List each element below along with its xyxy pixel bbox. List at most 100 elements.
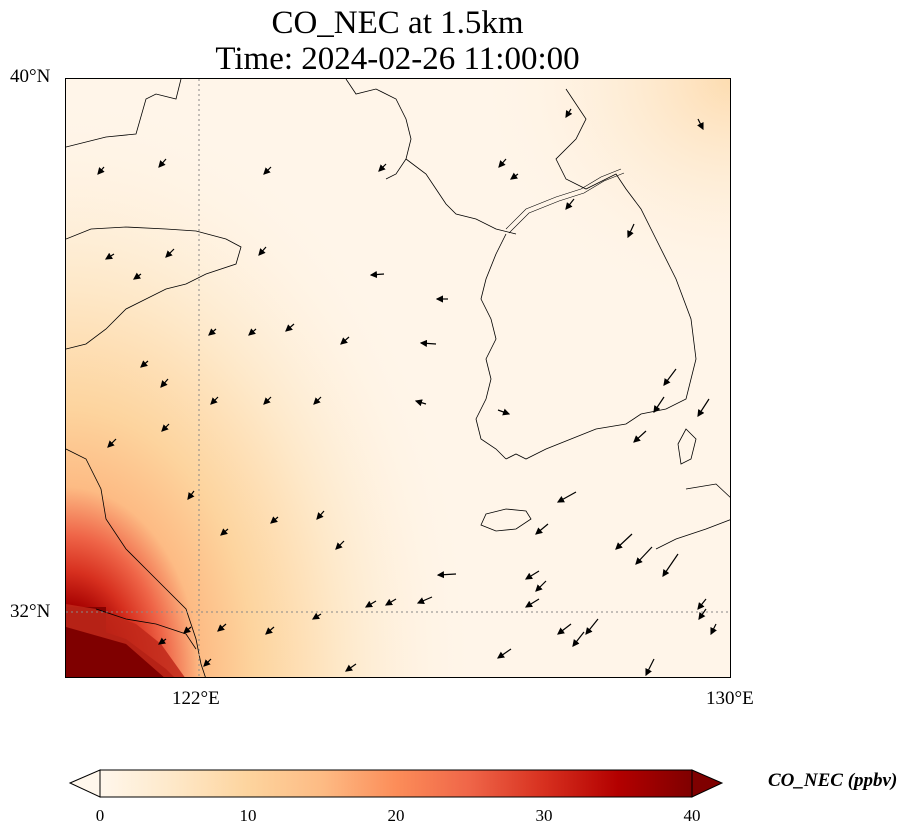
wind-arrow xyxy=(419,339,437,347)
border-line-2 xyxy=(508,172,625,234)
wind-arrow xyxy=(187,490,195,500)
wind-arrow xyxy=(384,598,397,606)
wind-arrow xyxy=(510,172,519,180)
colorbar-ramp xyxy=(99,769,693,798)
coast-jeju xyxy=(480,508,532,532)
coast-liaodong-west xyxy=(345,79,412,180)
coast-kyushu-north xyxy=(685,483,730,498)
wind-arrow xyxy=(572,631,585,647)
wind-arrow xyxy=(316,510,325,520)
wind-arrow xyxy=(653,396,665,413)
wind-arrow xyxy=(258,246,267,256)
wind-arrow xyxy=(585,618,599,635)
lon-tick-130e: 130°E xyxy=(706,688,754,709)
colorbar-label: CO_NEC (ppbv) xyxy=(768,770,898,791)
colorbar-extend-high xyxy=(691,769,724,798)
wind-arrow xyxy=(220,528,229,536)
colorbar-tick-40: 40 xyxy=(683,806,701,825)
wind-arrow xyxy=(158,158,167,168)
wind-arrow xyxy=(217,623,227,632)
wind-arrow xyxy=(107,438,117,448)
coast-korea-east xyxy=(505,88,697,460)
wind-arrow xyxy=(662,553,679,577)
map-panel xyxy=(65,78,731,678)
wind-arrow xyxy=(497,648,512,659)
wind-arrow xyxy=(565,198,575,210)
colorbar-tick-30: 30 xyxy=(535,806,553,825)
wind-arrow xyxy=(133,272,142,280)
coast-jiangsu xyxy=(66,448,206,677)
wind-arrow xyxy=(565,108,573,119)
coast-shandong xyxy=(66,226,242,350)
lon-tick-122e: 122°E xyxy=(172,688,220,709)
wind-arrow xyxy=(557,623,572,635)
wind-arrow xyxy=(158,637,167,645)
chart-title-line2: Time: 2024-02-26 11:00:00 xyxy=(215,41,580,77)
field-sw-band xyxy=(66,604,185,677)
wind-arrow xyxy=(263,396,272,405)
wind-arrow xyxy=(663,368,677,386)
wind-arrow xyxy=(698,608,707,620)
colorbar-tick-10: 10 xyxy=(239,806,257,825)
wind-arrow xyxy=(524,570,540,580)
wind-arrow xyxy=(311,612,322,620)
coast-korea-west xyxy=(475,233,507,460)
border-china-dprk xyxy=(505,168,625,234)
wind-arrow xyxy=(210,396,219,405)
wind-arrow xyxy=(140,360,149,368)
wind-arrow xyxy=(160,378,169,388)
wind-arrow xyxy=(313,396,322,405)
wind-arrow xyxy=(285,323,295,332)
wind-arrow xyxy=(208,328,217,336)
wind-arrow xyxy=(248,328,257,336)
wind-arrow xyxy=(436,571,457,579)
wind-arrow xyxy=(633,430,647,443)
wind-arrow xyxy=(104,252,115,260)
coast-tsushima xyxy=(677,428,697,465)
wind-arrow xyxy=(697,118,704,131)
field-sw-plume xyxy=(66,79,486,677)
wind-arrow xyxy=(535,580,547,592)
lat-tick-32n: 32°N xyxy=(10,601,51,622)
wind-arrow xyxy=(378,163,387,172)
wind-arrow xyxy=(265,626,275,635)
wind-arrow xyxy=(627,223,635,239)
wind-arrow xyxy=(97,166,105,175)
wind-arrow xyxy=(165,248,175,258)
wind-arrow xyxy=(340,336,350,345)
wind-arrow xyxy=(369,270,385,279)
wind-arrow xyxy=(697,598,707,610)
border-line-1 xyxy=(505,168,622,230)
colorbar-extend-low xyxy=(68,769,101,798)
wind-arrow xyxy=(416,596,433,604)
wind-arrow xyxy=(615,533,633,550)
wind-arrow xyxy=(535,523,549,535)
wind-arrow xyxy=(710,623,717,636)
lat-tick-40n: 40°N xyxy=(10,66,51,87)
coast-yangtze-estuary xyxy=(95,608,197,650)
gridlines xyxy=(66,79,730,677)
coast-bohai-north xyxy=(66,79,182,148)
wind-arrow xyxy=(335,540,345,550)
wind-arrow xyxy=(635,546,653,565)
wind-arrow xyxy=(497,408,511,416)
wind-arrow xyxy=(183,626,192,634)
wind-arrow xyxy=(161,423,170,432)
wind-arrow xyxy=(270,516,279,524)
wind-arrow xyxy=(556,491,577,503)
coast-liaodong-south xyxy=(405,158,517,235)
colorbar-tick-0: 0 xyxy=(95,806,105,825)
wind-arrow xyxy=(345,663,357,672)
wind-arrow xyxy=(364,600,377,608)
colorbar-tick-20: 20 xyxy=(387,806,405,825)
wind-arrow xyxy=(697,398,710,418)
wind-vectors xyxy=(97,108,717,677)
wind-arrow xyxy=(524,598,540,608)
wind-arrow xyxy=(414,399,427,407)
wind-arrow xyxy=(203,658,212,667)
colorbar xyxy=(68,769,724,798)
map-svg xyxy=(66,79,730,677)
wind-arrow xyxy=(645,658,655,677)
wind-arrow xyxy=(263,166,272,175)
coastlines xyxy=(66,79,730,677)
